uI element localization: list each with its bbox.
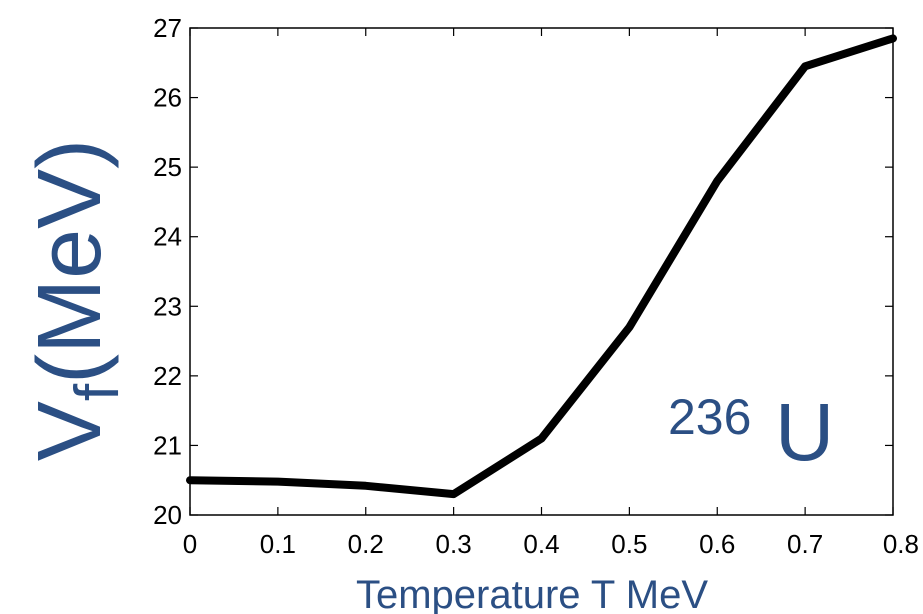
x-tick-label: 0.2 <box>348 529 384 559</box>
isotope-mass-number: 236 <box>668 389 751 445</box>
y-axis-title: Vf(MeV) <box>20 139 132 461</box>
x-tick-label: 0.6 <box>699 529 735 559</box>
x-tick-label: 0.5 <box>611 529 647 559</box>
y-axis-title-rest: (MeV) <box>20 139 120 384</box>
isotope-symbol: U <box>775 387 834 478</box>
y-tick-label: 27 <box>153 13 182 43</box>
y-tick-label: 26 <box>153 83 182 113</box>
y-tick-label: 20 <box>153 500 182 530</box>
y-tick-label: 23 <box>153 291 182 321</box>
y-axis-title-subscript: f <box>63 383 132 401</box>
x-tick-label: 0 <box>183 529 197 559</box>
x-tick-label: 0.4 <box>523 529 559 559</box>
svg-text:Vf(MeV): Vf(MeV) <box>20 139 132 461</box>
x-tick-label: 0.3 <box>436 529 472 559</box>
x-axis-title: Temperature T MeV <box>356 573 708 614</box>
y-tick-labels: 20 21 22 23 24 25 26 27 <box>153 13 182 530</box>
y-tick-label: 21 <box>153 430 182 460</box>
y-axis-title-main: V <box>20 401 120 461</box>
ticks <box>189 27 894 516</box>
series-line <box>186 34 897 499</box>
x-tick-labels: 0 0.1 0.2 0.3 0.4 0.5 0.6 0.7 0.8 <box>183 529 919 559</box>
x-tick-label: 0.1 <box>260 529 296 559</box>
x-tick-label: 0.8 <box>883 529 919 559</box>
y-tick-label: 22 <box>153 361 182 391</box>
x-tick-label: 0.7 <box>787 529 823 559</box>
y-tick-label: 24 <box>153 222 182 252</box>
y-tick-label: 25 <box>153 152 182 182</box>
isotope-annotation: 236 U <box>668 387 834 478</box>
